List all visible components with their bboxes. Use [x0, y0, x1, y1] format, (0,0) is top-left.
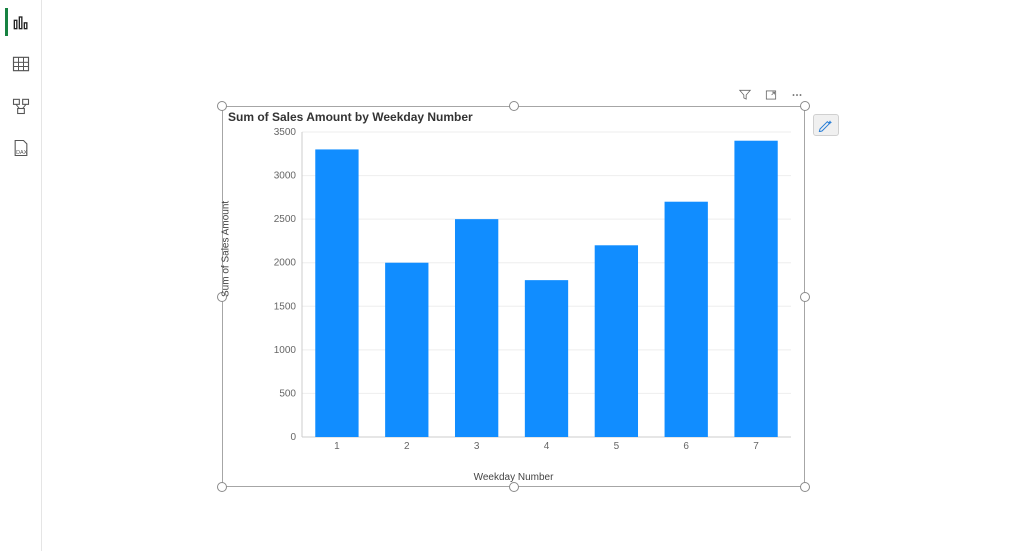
svg-text:6: 6	[683, 441, 689, 452]
ellipsis-icon	[790, 88, 804, 102]
bar[interactable]	[734, 141, 777, 437]
svg-text:2000: 2000	[274, 258, 297, 269]
sparkle-pen-icon	[818, 118, 834, 132]
focus-icon	[764, 88, 778, 102]
chart-title: Sum of Sales Amount by Weekday Number	[228, 110, 473, 124]
bar-chart-icon	[11, 12, 31, 32]
report-view-tab[interactable]	[5, 8, 33, 36]
svg-text:0: 0	[290, 432, 296, 443]
model-icon	[11, 96, 31, 116]
svg-text:DAX: DAX	[16, 150, 28, 156]
x-axis-title: Weekday Number	[222, 472, 805, 483]
dax-view-tab[interactable]: DAX	[7, 134, 35, 162]
svg-text:3: 3	[474, 441, 480, 452]
model-view-tab[interactable]	[7, 92, 35, 120]
chart-svg: 0 500 1000 1500 2000 2500 3000 3500 1 2 3 4 5 6 7	[272, 128, 795, 453]
svg-text:3000: 3000	[274, 171, 297, 182]
dax-icon: DAX	[11, 138, 31, 158]
focus-mode-button[interactable]	[763, 87, 779, 103]
table-icon	[11, 54, 31, 74]
svg-text:2: 2	[404, 441, 410, 452]
svg-text:2500: 2500	[274, 214, 297, 225]
bar[interactable]	[315, 149, 358, 437]
funnel-icon	[738, 88, 752, 102]
bar[interactable]	[385, 263, 428, 437]
bar[interactable]	[665, 202, 708, 437]
svg-text:1: 1	[334, 441, 340, 452]
smart-guide-button[interactable]	[813, 114, 839, 136]
svg-text:5: 5	[614, 441, 620, 452]
report-canvas[interactable]: Sum of Sales Amount by Weekday Number Su…	[42, 0, 1024, 551]
filters-button[interactable]	[737, 87, 753, 103]
svg-text:4: 4	[544, 441, 550, 452]
svg-text:3500: 3500	[274, 128, 297, 138]
visual-header-toolbar	[737, 86, 805, 104]
bar[interactable]	[595, 245, 638, 437]
y-axis-title: Sum of Sales Amount	[221, 200, 232, 296]
svg-text:1500: 1500	[274, 301, 297, 312]
left-nav-rail: DAX	[0, 0, 42, 551]
svg-text:500: 500	[279, 388, 296, 399]
chart-plot-area: 0 500 1000 1500 2000 2500 3000 3500 1 2 3 4 5 6 7	[272, 128, 795, 453]
chart-body: Sum of Sales Amount by Weekday Number Su…	[222, 106, 805, 487]
svg-text:7: 7	[753, 441, 759, 452]
svg-text:1000: 1000	[274, 345, 297, 356]
chart-visual[interactable]: Sum of Sales Amount by Weekday Number Su…	[222, 106, 805, 487]
bar[interactable]	[525, 280, 568, 437]
bar[interactable]	[455, 219, 498, 437]
data-view-tab[interactable]	[7, 50, 35, 78]
